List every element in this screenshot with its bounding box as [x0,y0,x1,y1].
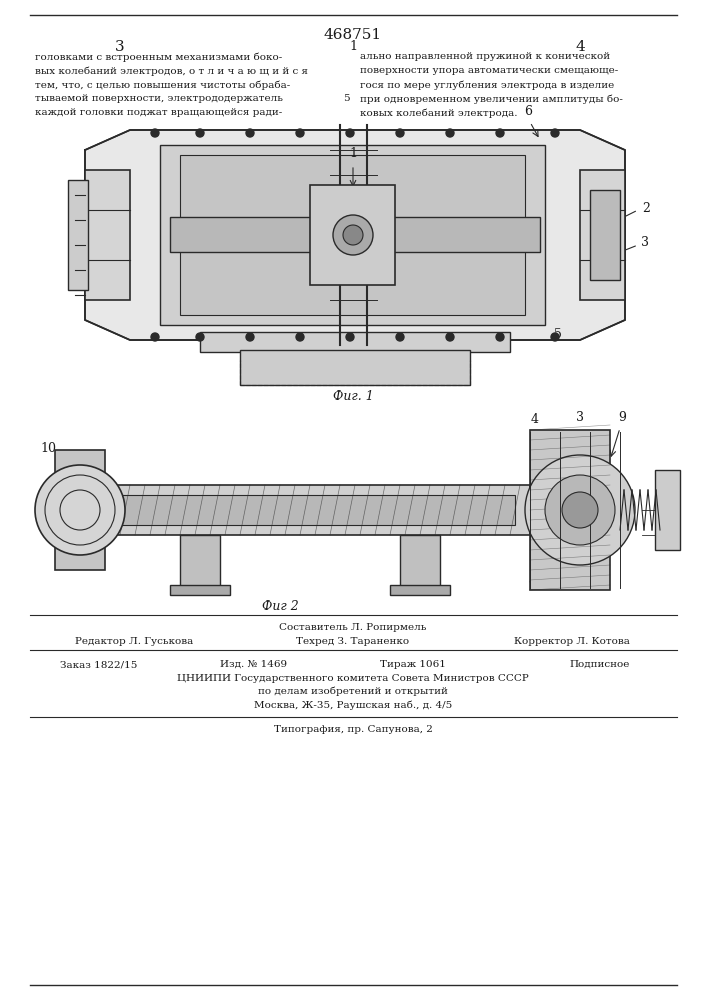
Circle shape [346,333,354,341]
Circle shape [333,215,373,255]
Bar [390,585,450,595]
Text: каждой головки поджат вращающейся ради-: каждой головки поджат вращающейся ради- [35,108,282,117]
Text: 2: 2 [642,202,650,215]
Text: Техред З. Тараненко: Техред З. Тараненко [296,637,409,646]
Text: поверхности упора автоматически смещающе-: поверхности упора автоматически смещающе… [360,66,618,75]
Text: головками с встроенным механизмами боко-: головками с встроенным механизмами боко- [35,52,282,62]
Text: 4: 4 [575,40,585,54]
Bar [580,170,625,300]
Text: 9: 9 [618,411,626,424]
Text: 10: 10 [527,580,543,593]
Bar [115,495,515,525]
Circle shape [446,333,454,341]
Bar [590,190,620,280]
Bar [200,332,510,352]
Circle shape [551,333,559,341]
Circle shape [151,129,159,137]
Text: по делам изобретений и открытий: по делам изобретений и открытий [258,687,448,696]
Text: Тираж 1061: Тираж 1061 [380,660,446,669]
Text: ально направленной пружиной к конической: ально направленной пружиной к конической [360,52,610,61]
Text: 8: 8 [655,528,663,542]
Circle shape [296,333,304,341]
Text: Заказ 1822/15: Заказ 1822/15 [60,660,137,669]
Text: 1: 1 [349,147,357,160]
Circle shape [562,492,598,528]
Circle shape [496,333,504,341]
Bar [530,430,610,590]
Circle shape [396,333,404,341]
Circle shape [151,333,159,341]
Bar [55,450,105,570]
Circle shape [35,465,125,555]
Text: 6: 6 [524,105,532,118]
Circle shape [346,129,354,137]
Text: Фиг. 1: Фиг. 1 [332,390,373,403]
Circle shape [446,129,454,137]
Circle shape [246,129,254,137]
Text: Редактор Л. Гуськова: Редактор Л. Гуськова [75,637,193,646]
Text: 468751: 468751 [324,28,382,42]
Bar [240,350,470,385]
Text: 3: 3 [641,236,649,249]
Circle shape [196,129,204,137]
Text: 5: 5 [554,328,562,341]
Text: 10: 10 [40,442,56,455]
Circle shape [496,129,504,137]
Circle shape [296,129,304,137]
Text: Корректор Л. Котова: Корректор Л. Котова [514,637,630,646]
Text: 4: 4 [531,413,539,426]
Bar [68,180,88,290]
Text: при одновременном увеличении амплитуды бо-: при одновременном увеличении амплитуды б… [360,94,623,104]
Text: Типография, пр. Сапунова, 2: Типография, пр. Сапунова, 2 [274,725,433,734]
Circle shape [196,333,204,341]
Bar [160,145,545,325]
Bar [170,585,230,595]
Text: 1: 1 [349,40,357,53]
Text: 7: 7 [655,504,663,516]
Bar [655,470,680,550]
Circle shape [396,129,404,137]
Bar [170,217,540,252]
Text: Подписное: Подписное [570,660,630,669]
Text: 3: 3 [576,411,584,424]
Circle shape [343,225,363,245]
Text: Фиг 2: Фиг 2 [262,600,298,613]
Text: ковых колебаний электрода.: ковых колебаний электрода. [360,108,518,117]
Bar [400,535,440,590]
Circle shape [545,475,615,545]
Circle shape [246,333,254,341]
Circle shape [551,129,559,137]
Bar [310,185,395,285]
Text: ЦНИИПИ Государственного комитета Совета Министров СССР: ЦНИИПИ Государственного комитета Совета … [177,674,529,683]
Bar [180,535,220,590]
Text: гося по мере углубления электрода в изделие: гося по мере углубления электрода в изде… [360,80,614,90]
Polygon shape [85,130,625,340]
Text: тываемой поверхности, электрододержатель: тываемой поверхности, электрододержатель [35,94,283,103]
Bar [85,170,130,300]
Text: Изд. № 1469: Изд. № 1469 [220,660,287,669]
Bar [100,485,530,535]
Circle shape [525,455,635,565]
Text: Составитель Л. Ропирмель: Составитель Л. Ропирмель [279,623,427,632]
Text: тем, что, с целью повышения чистоты обраба-: тем, что, с целью повышения чистоты обра… [35,80,291,90]
Text: 3: 3 [115,40,125,54]
Text: вых колебаний электродов, о т л и ч а ю щ и й с я: вых колебаний электродов, о т л и ч а ю … [35,66,308,76]
Text: Москва, Ж-35, Раушская наб., д. 4/5: Москва, Ж-35, Раушская наб., д. 4/5 [254,700,452,710]
Text: 5: 5 [344,94,350,103]
Bar [180,155,525,315]
